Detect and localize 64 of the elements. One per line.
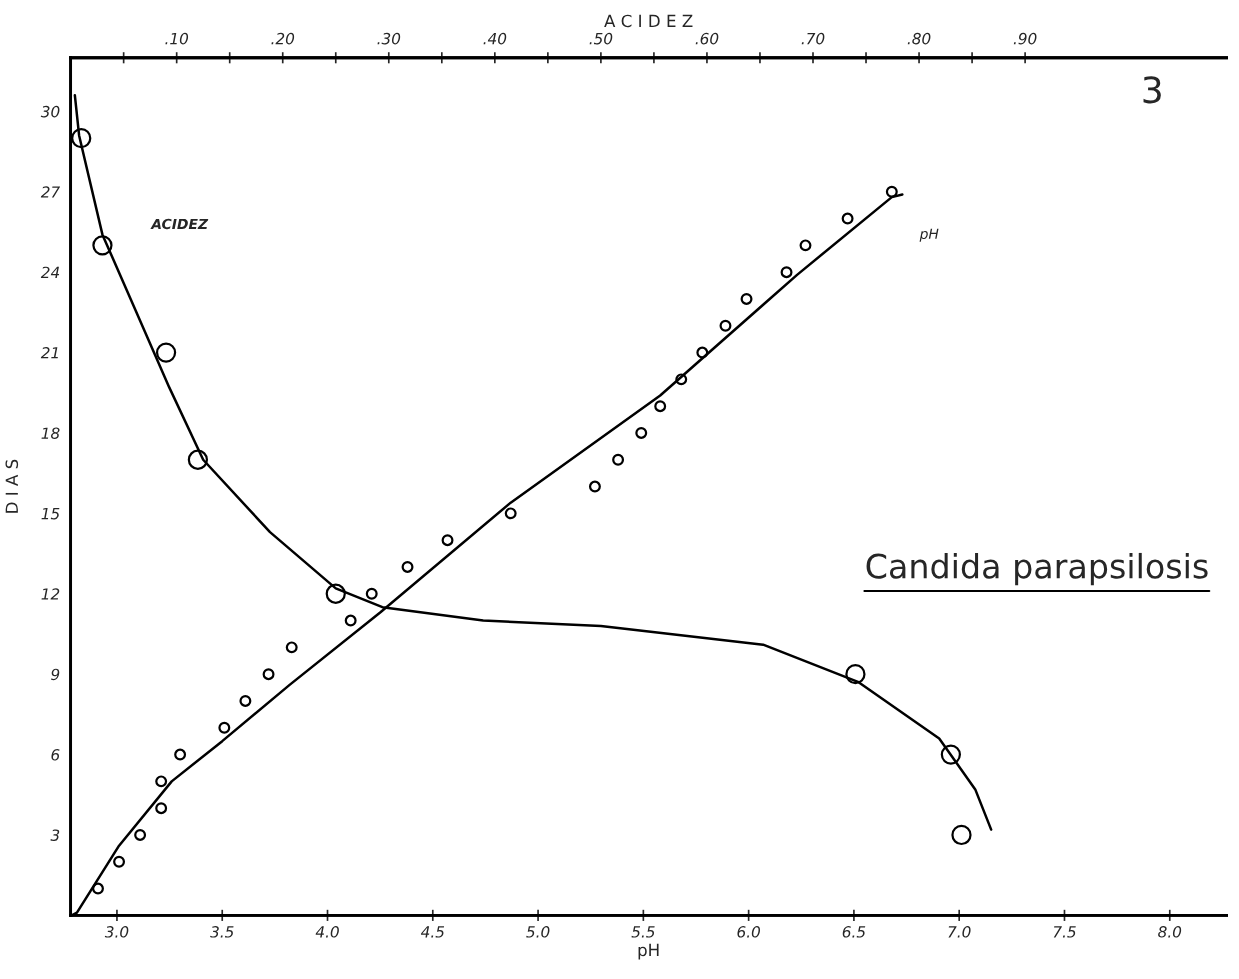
point xyxy=(885,185,898,198)
point xyxy=(504,507,517,520)
x-tick-label: 3.5 xyxy=(210,926,234,938)
x-tick-label: 6.0 xyxy=(737,926,761,938)
x2-axis-title: A C I D E Z xyxy=(604,14,693,28)
x2-tick-label: .90 xyxy=(1013,32,1037,45)
y-tick-label: 15 xyxy=(41,508,60,520)
point xyxy=(841,212,854,225)
point xyxy=(174,748,187,761)
point xyxy=(719,319,732,332)
point xyxy=(696,346,709,359)
y-tick-label: 12 xyxy=(41,588,60,600)
point xyxy=(262,668,275,681)
text: Candida parapsilosis xyxy=(866,552,1208,586)
x2-tick-label: .40 xyxy=(483,32,507,45)
x2-tick-label: .80 xyxy=(907,32,931,45)
x-tick-label: 5.5 xyxy=(631,926,655,938)
y-tick-label: 21 xyxy=(40,347,58,359)
x2-tick-label: .30 xyxy=(377,32,401,45)
point xyxy=(155,775,168,788)
y-tick-label: 24 xyxy=(40,266,60,278)
x2-tick-label: .50 xyxy=(589,32,613,45)
annotation: 3 xyxy=(1143,76,1161,104)
y-tick-label: 30 xyxy=(40,105,60,118)
point xyxy=(155,802,168,815)
x-tick-label: 3.0 xyxy=(104,926,129,938)
point xyxy=(113,855,126,868)
x-tick-label: 5.0 xyxy=(526,926,550,938)
point xyxy=(92,882,104,895)
point xyxy=(441,534,454,547)
point xyxy=(635,426,648,439)
point xyxy=(344,614,357,627)
x2-tick-label: .10 xyxy=(165,32,189,45)
x-tick-label: 7.0 xyxy=(948,926,971,938)
point xyxy=(134,828,147,841)
x-tick-label: 4.5 xyxy=(420,926,445,938)
point xyxy=(401,560,414,573)
x2-tick-label: .60 xyxy=(695,32,719,45)
point xyxy=(740,292,753,305)
point xyxy=(675,373,688,386)
point xyxy=(799,239,812,252)
point xyxy=(588,480,601,493)
point xyxy=(612,453,625,466)
y-axis-title: D I A S xyxy=(5,459,19,513)
x2-tick-label: .20 xyxy=(271,32,295,45)
y-tick-label: 3 xyxy=(50,829,60,841)
point xyxy=(239,694,252,707)
point xyxy=(218,721,231,734)
point xyxy=(654,400,667,413)
y-tick-label: 27 xyxy=(40,186,61,198)
x-axis-title: pH xyxy=(638,943,659,960)
annotation: ACIDEZ xyxy=(150,218,209,230)
x2-tick-label: .70 xyxy=(801,32,825,45)
x-tick-label: 4.0 xyxy=(315,926,339,938)
x-tick-label: 7.5 xyxy=(1053,926,1076,938)
y-tick-label: 6 xyxy=(51,749,60,761)
y-tick-label: 9 xyxy=(51,668,60,681)
x-tick-label: 6.5 xyxy=(842,926,866,938)
y-tick-label: 18 xyxy=(41,427,60,439)
annotation: pH xyxy=(919,228,939,242)
point xyxy=(780,266,793,279)
point xyxy=(285,641,298,654)
x-tick-label: 8.0 xyxy=(1158,926,1182,938)
point xyxy=(365,587,378,600)
